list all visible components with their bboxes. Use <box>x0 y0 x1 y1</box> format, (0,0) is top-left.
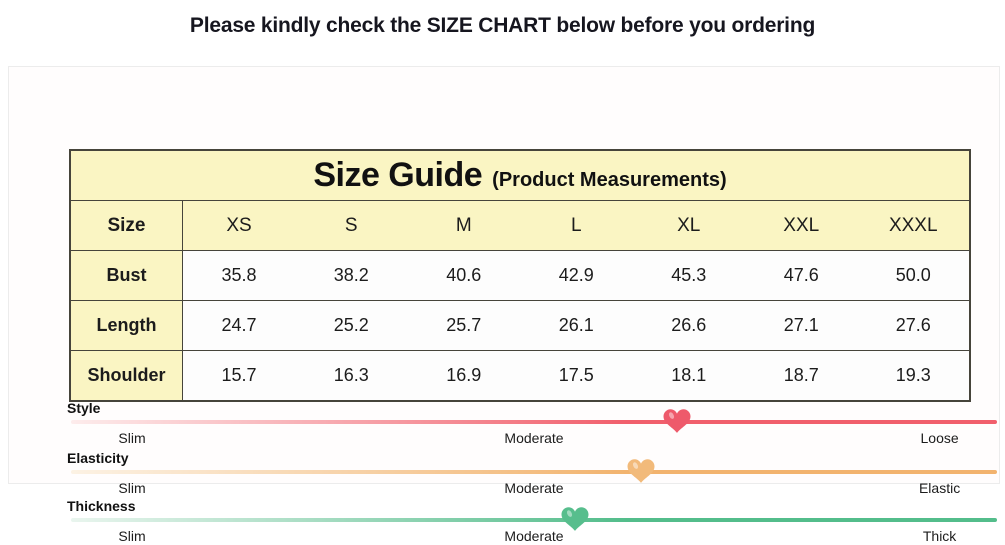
size-table-title: Size Guide <box>313 156 483 194</box>
measurement-cell: 25.7 <box>407 300 520 351</box>
size-col-header: S <box>295 200 408 251</box>
measurement-cell: 18.7 <box>745 350 858 401</box>
measurement-cell: 19.3 <box>857 350 970 401</box>
scale-label-left: Slim <box>118 430 146 446</box>
size-col-header: XL <box>632 200 745 251</box>
row-label: Bust <box>70 250 183 301</box>
row-label: Size <box>70 200 183 251</box>
page-title: Please kindly check the SIZE CHART below… <box>189 14 816 37</box>
measurement-cell: 40.6 <box>407 250 520 301</box>
measurement-cell: 25.2 <box>295 300 408 351</box>
elasticity-scale: Elasticity Slim Moderate Elastic <box>67 451 1001 497</box>
measurement-cell: 27.1 <box>745 300 858 351</box>
measurement-cell: 42.9 <box>520 250 633 301</box>
table-row-shoulder: Shoulder 15.7 16.3 16.9 17.5 18.1 18.7 1… <box>70 350 970 401</box>
row-label: Length <box>70 300 183 351</box>
size-table-subtitle: (Product Measurements) <box>492 169 727 191</box>
heart-marker-icon <box>663 409 691 433</box>
scale-label-right: Thick <box>922 528 957 544</box>
measurement-cell: 26.1 <box>520 300 633 351</box>
measurement-cell: 24.7 <box>182 300 295 351</box>
size-header-row: Size XS S M L XL XXL XXXL <box>70 200 970 251</box>
measurement-cell: 38.2 <box>295 250 408 301</box>
measurement-cell: 15.7 <box>182 350 295 401</box>
table-header-row: Size Guide (Product Measurements) <box>70 149 970 201</box>
measurement-cell: 26.6 <box>632 300 745 351</box>
size-col-header: L <box>520 200 633 251</box>
scale-label-mid: Moderate <box>504 430 564 446</box>
table-header-cell: Size Guide (Product Measurements) <box>70 149 970 201</box>
heart-marker-icon <box>627 459 655 483</box>
scale-label-right: Elastic <box>918 480 961 496</box>
scale-label-left: Slim <box>118 528 146 544</box>
measurement-cell: 35.8 <box>182 250 295 301</box>
table-row-bust: Bust 35.8 38.2 40.6 42.9 45.3 47.6 50.0 <box>70 250 970 301</box>
measurement-cell: 50.0 <box>857 250 970 301</box>
measurement-cell: 45.3 <box>632 250 745 301</box>
measurement-cell: 16.3 <box>295 350 408 401</box>
size-col-header: M <box>407 200 520 251</box>
table-row-length: Length 24.7 25.2 25.7 26.1 26.6 27.1 27.… <box>70 300 970 351</box>
scale-label-mid: Moderate <box>504 480 564 496</box>
measurement-cell: 16.9 <box>407 350 520 401</box>
row-label: Shoulder <box>70 350 183 401</box>
style-scale-track <box>71 409 997 433</box>
scale-label-right: Loose <box>920 430 959 446</box>
scale-label-mid: Moderate <box>504 528 564 544</box>
scale-name: Elasticity <box>67 450 129 466</box>
style-scale: Style Slim Moderate Loose <box>67 401 1001 447</box>
elasticity-scale-track <box>71 459 997 483</box>
measurement-cell: 47.6 <box>745 250 858 301</box>
size-col-header: XXXL <box>857 200 970 251</box>
thickness-scale-track <box>71 507 997 531</box>
scale-label-left: Slim <box>118 480 146 496</box>
measurement-cell: 27.6 <box>857 300 970 351</box>
measurement-cell: 18.1 <box>632 350 745 401</box>
size-guide-panel: Size Guide (Product Measurements) Size XS… <box>8 66 1001 544</box>
measurement-cell: 17.5 <box>520 350 633 401</box>
size-col-header: XS <box>182 200 295 251</box>
size-col-header: XXL <box>745 200 858 251</box>
scale-name: Thickness <box>67 498 136 514</box>
size-table: Size Guide (Product Measurements) Size XS… <box>69 149 971 402</box>
scale-name: Style <box>67 400 101 416</box>
